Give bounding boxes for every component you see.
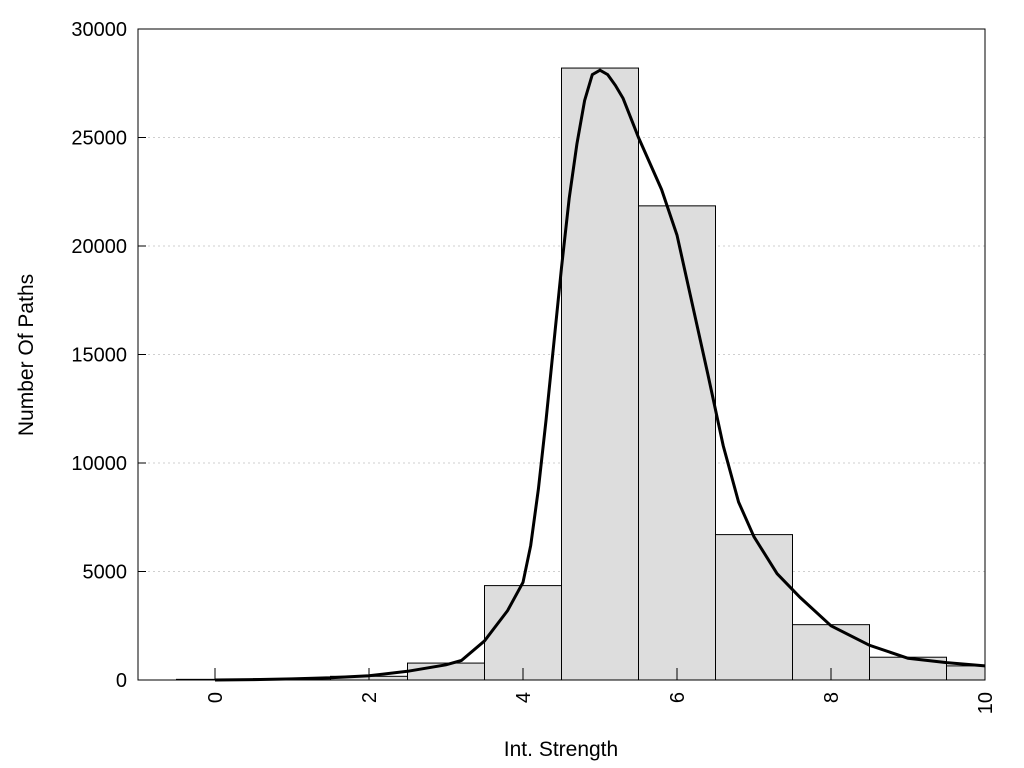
x-tick-label: 6 xyxy=(667,692,689,703)
x-axis-title: Int. Strength xyxy=(504,738,618,761)
y-tick-label: 30000 xyxy=(71,19,127,41)
x-tick-label: 10 xyxy=(975,692,997,714)
x-tick-label: 4 xyxy=(513,692,535,703)
grid-lines xyxy=(138,137,985,572)
series-line xyxy=(214,68,986,682)
y-tick-label: 25000 xyxy=(71,128,127,150)
histogram-bars xyxy=(176,67,986,681)
histogram-bar xyxy=(484,585,562,681)
histogram-bar xyxy=(561,67,639,681)
y-tick-label: 5000 xyxy=(83,562,128,584)
density-curve xyxy=(214,68,986,682)
x-tick-label: 8 xyxy=(821,692,843,703)
x-axis-ticks: 0 2 4 6 8 10 xyxy=(205,668,997,714)
y-tick-label: 10000 xyxy=(71,453,127,475)
x-tick-label: 0 xyxy=(205,692,227,703)
y-axis-title: Number Of Paths xyxy=(15,274,38,436)
histogram-bar xyxy=(638,205,716,681)
y-tick-label: 15000 xyxy=(71,345,127,367)
histogram-bar xyxy=(946,665,986,681)
x-tick-label: 2 xyxy=(359,692,381,703)
y-tick-label: 0 xyxy=(116,670,127,692)
y-tick-label: 20000 xyxy=(71,236,127,258)
histogram-bar xyxy=(715,534,793,681)
y-axis-ticks: 0 5000 10000 15000 20000 25000 30000 xyxy=(71,19,146,692)
